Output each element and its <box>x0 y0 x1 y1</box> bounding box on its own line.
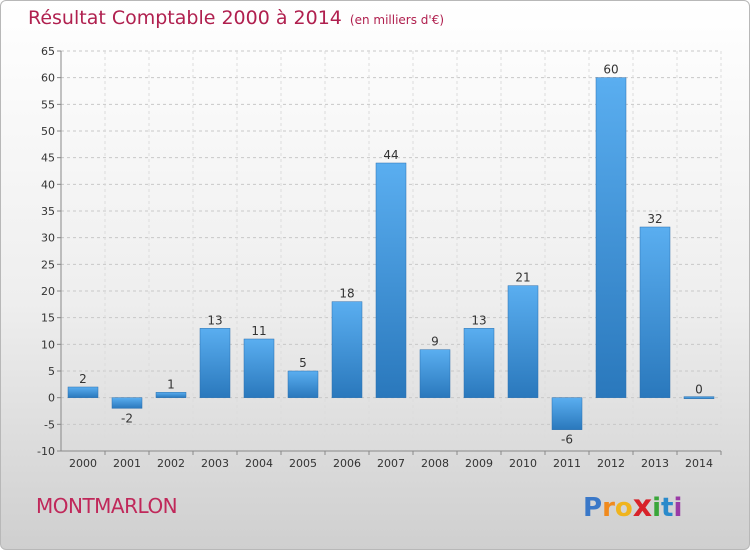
data-label: 1 <box>167 377 175 391</box>
x-tick-label: 2002 <box>157 457 185 470</box>
chart-title: Résultat Comptable 2000 à 2014 <box>28 7 342 29</box>
y-tick-label: 55 <box>41 98 55 111</box>
y-tick-label: 15 <box>41 312 55 325</box>
y-tick-label: -10 <box>37 445 55 458</box>
data-label: 13 <box>471 313 486 327</box>
bar <box>595 77 627 398</box>
x-tick-label: 2001 <box>113 457 141 470</box>
y-tick-label: 10 <box>41 338 55 351</box>
title-line: Résultat Comptable 2000 à 2014 (en millie… <box>28 7 444 29</box>
bar <box>199 328 231 398</box>
axes <box>57 50 722 455</box>
bar <box>111 397 143 409</box>
logo-letter: i <box>673 493 683 523</box>
data-label: 5 <box>299 356 307 370</box>
bar <box>463 328 495 398</box>
chart-subtitle: (en milliers d'€) <box>349 13 445 27</box>
x-tick-labels: 2000 2001 2002 2003 2004 2005 2006 2007 2008 2009… <box>69 457 713 470</box>
y-tick-label: 20 <box>41 285 55 298</box>
y-tick-labels: -10 -5 0 5 10 15 20 25 30 35 40 45 50 55 60 65 <box>37 45 55 458</box>
x-tick-label: 2006 <box>333 457 361 470</box>
bar <box>155 392 187 398</box>
bar <box>243 338 275 398</box>
x-tick-label: 2000 <box>69 457 97 470</box>
y-tick-label: 65 <box>41 45 55 58</box>
data-label: 0 <box>695 383 703 397</box>
x-tick-label: 2008 <box>421 457 449 470</box>
data-label: 11 <box>251 324 266 338</box>
value-labels: 2 -2 1 13 11 5 18 44 9 13 21 -6 60 32 0 <box>79 63 703 447</box>
y-tick-label: 25 <box>41 258 55 271</box>
x-tick-label: 2004 <box>245 457 273 470</box>
y-tick-label: 40 <box>41 178 55 191</box>
logo-letter: o <box>614 493 633 523</box>
x-tick-label: 2011 <box>553 457 581 470</box>
bar <box>639 226 671 398</box>
bar <box>419 349 451 398</box>
data-label: 32 <box>647 212 662 226</box>
y-tick-label: -5 <box>44 418 55 431</box>
data-label: 2 <box>79 372 87 386</box>
x-tick-label: 2003 <box>201 457 229 470</box>
x-tick-label: 2007 <box>377 457 405 470</box>
y-tick-label: 0 <box>48 392 55 405</box>
data-label: -6 <box>561 433 573 447</box>
data-label: -2 <box>121 411 133 425</box>
bar <box>683 396 715 399</box>
x-tick-label: 2013 <box>641 457 669 470</box>
data-label: 13 <box>207 313 222 327</box>
bar <box>507 285 539 398</box>
commune-name: MONTMARLON <box>36 494 178 518</box>
bar <box>331 301 363 398</box>
data-label: 18 <box>339 287 354 301</box>
x-tick-label: 2005 <box>289 457 317 470</box>
logo-letter: r <box>602 493 615 523</box>
x-tick-label: 2009 <box>465 457 493 470</box>
data-label: 21 <box>515 271 530 285</box>
data-label: 44 <box>383 148 398 162</box>
data-label: 9 <box>431 335 439 349</box>
logo-letter: t <box>661 493 674 523</box>
y-tick-label: 50 <box>41 125 55 138</box>
y-tick-label: 30 <box>41 232 55 245</box>
y-tick-label: 35 <box>41 205 55 218</box>
logo-letter: P <box>583 493 603 523</box>
data-label: 60 <box>603 63 618 77</box>
bar <box>551 397 583 430</box>
x-tick-label: 2014 <box>685 457 713 470</box>
y-tick-label: 45 <box>41 152 55 165</box>
y-tick-label: 5 <box>48 365 55 378</box>
bar <box>67 386 99 398</box>
y-tick-label: 60 <box>41 72 55 85</box>
bar <box>375 162 407 398</box>
logo-letter: i <box>652 493 662 523</box>
proxiti-logo: Proxiti <box>583 489 682 524</box>
logo-letter: x <box>632 489 653 524</box>
bars <box>67 77 715 430</box>
x-tick-label: 2012 <box>597 457 625 470</box>
bar <box>287 370 319 398</box>
x-tick-label: 2010 <box>509 457 537 470</box>
